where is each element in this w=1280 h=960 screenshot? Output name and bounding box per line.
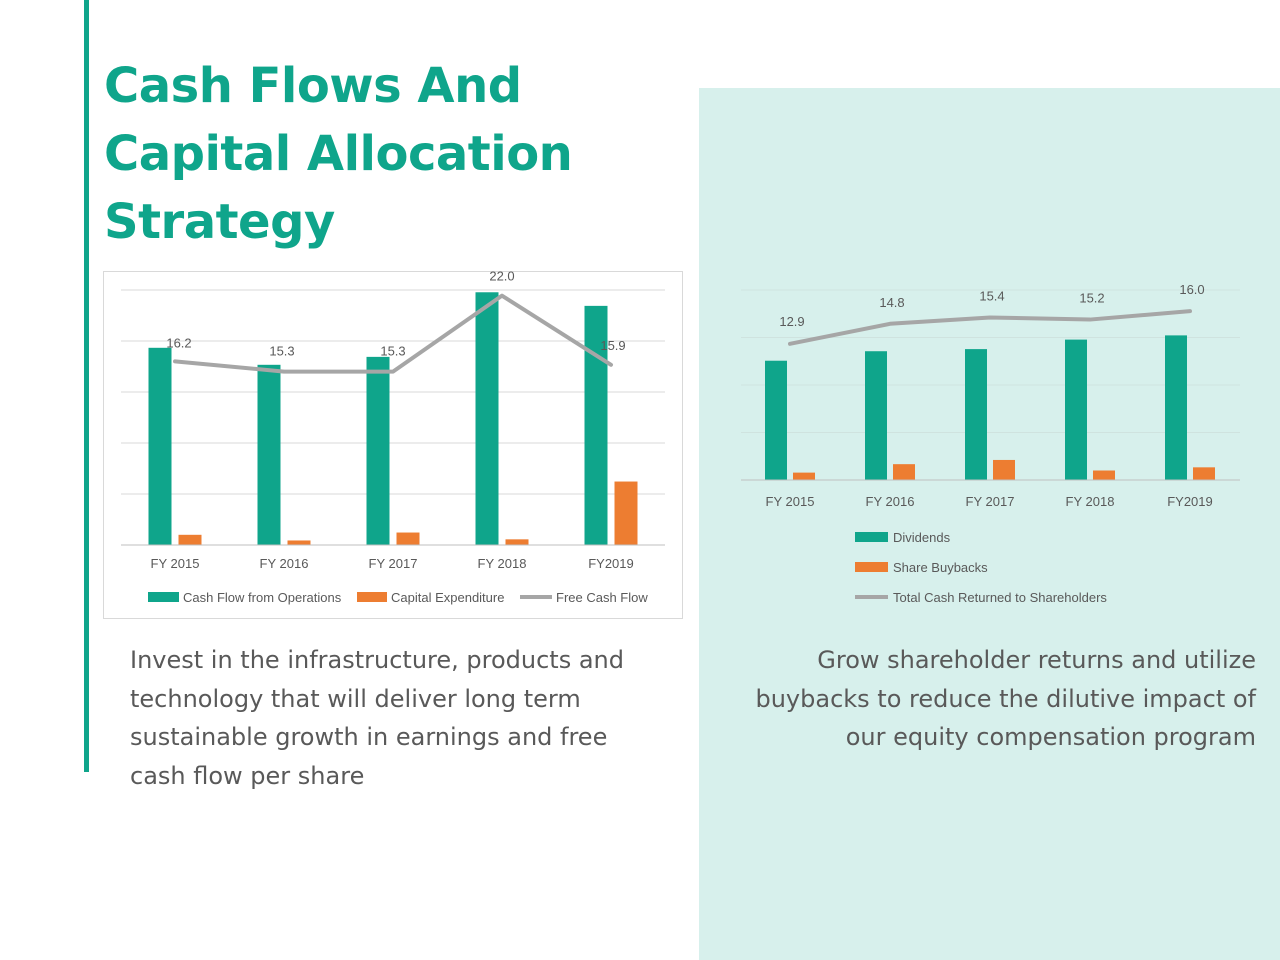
bar-dividends: [1065, 339, 1087, 480]
right-panel-background: [699, 88, 1280, 960]
x-tick-label: FY 2018: [1066, 494, 1115, 509]
bar-share-buybacks: [1193, 467, 1215, 480]
bar-cash-flow-from-operations: [366, 356, 390, 545]
bar-cash-flow-from-operations: [475, 292, 499, 545]
x-tick-label: FY 2015: [766, 494, 815, 509]
data-label: 15.4: [979, 288, 1004, 303]
bar-cash-flow-from-operations: [148, 347, 172, 545]
data-label: 15.9: [600, 338, 625, 353]
x-tick-label: FY 2016: [866, 494, 915, 509]
bar-share-buybacks: [793, 472, 815, 480]
bar-capital-expenditure: [614, 481, 638, 545]
bar-dividends: [765, 360, 787, 480]
data-label: 16.2: [166, 335, 191, 350]
bar-share-buybacks: [1093, 470, 1115, 480]
legend-label: Capital Expenditure: [391, 590, 504, 605]
slide-title: Cash Flows And Capital Allocation Strate…: [104, 52, 573, 256]
data-label: 15.2: [1079, 291, 1104, 306]
bar-capital-expenditure: [178, 534, 202, 545]
legend-swatch: [855, 532, 888, 542]
legend-label: Free Cash Flow: [556, 590, 648, 605]
legend-swatch: [357, 592, 387, 602]
x-tick-label: FY 2018: [478, 556, 527, 571]
bar-dividends: [865, 351, 887, 480]
legend-swatch: [855, 562, 888, 572]
legend-label: Share Buybacks: [893, 560, 988, 575]
x-tick-label: FY2019: [1167, 494, 1213, 509]
data-label: 15.3: [380, 344, 405, 359]
x-tick-label: FY 2015: [151, 556, 200, 571]
legend-label: Cash Flow from Operations: [183, 590, 342, 605]
data-label: 22.0: [489, 269, 514, 284]
x-tick-label: FY 2016: [260, 556, 309, 571]
legend-label: Dividends: [893, 530, 951, 545]
bar-share-buybacks: [993, 459, 1015, 480]
bar-dividends: [1165, 335, 1187, 480]
line-total-cash-returned-to-shareholders: [788, 309, 1192, 346]
data-label: 12.9: [779, 314, 804, 329]
x-tick-label: FY 2017: [369, 556, 418, 571]
left-caption: Invest in the infrastructure, products a…: [130, 646, 624, 790]
line-free-cash-flow: [173, 293, 613, 374]
data-label: 14.8: [879, 295, 904, 310]
bar-capital-expenditure: [287, 540, 311, 545]
bar-capital-expenditure: [396, 532, 420, 545]
bar-cash-flow-from-operations: [257, 364, 281, 545]
right-caption: Grow shareholder returns and utilize buy…: [755, 646, 1256, 751]
legend-label: Total Cash Returned to Shareholders: [893, 590, 1107, 605]
x-tick-label: FY 2017: [966, 494, 1015, 509]
data-label: 16.0: [1179, 282, 1204, 297]
slide-title-line: Strategy: [104, 194, 335, 250]
slide-title-line: Capital Allocation: [104, 126, 573, 182]
data-label: 15.3: [269, 344, 294, 359]
accent-bar: [84, 0, 89, 772]
bar-cash-flow-from-operations: [584, 305, 608, 545]
bar-capital-expenditure: [505, 539, 529, 545]
legend-swatch: [148, 592, 179, 602]
bar-share-buybacks: [893, 464, 915, 480]
x-tick-label: FY2019: [588, 556, 634, 571]
slide-title-line: Cash Flows And: [104, 58, 522, 114]
bar-dividends: [965, 349, 987, 480]
